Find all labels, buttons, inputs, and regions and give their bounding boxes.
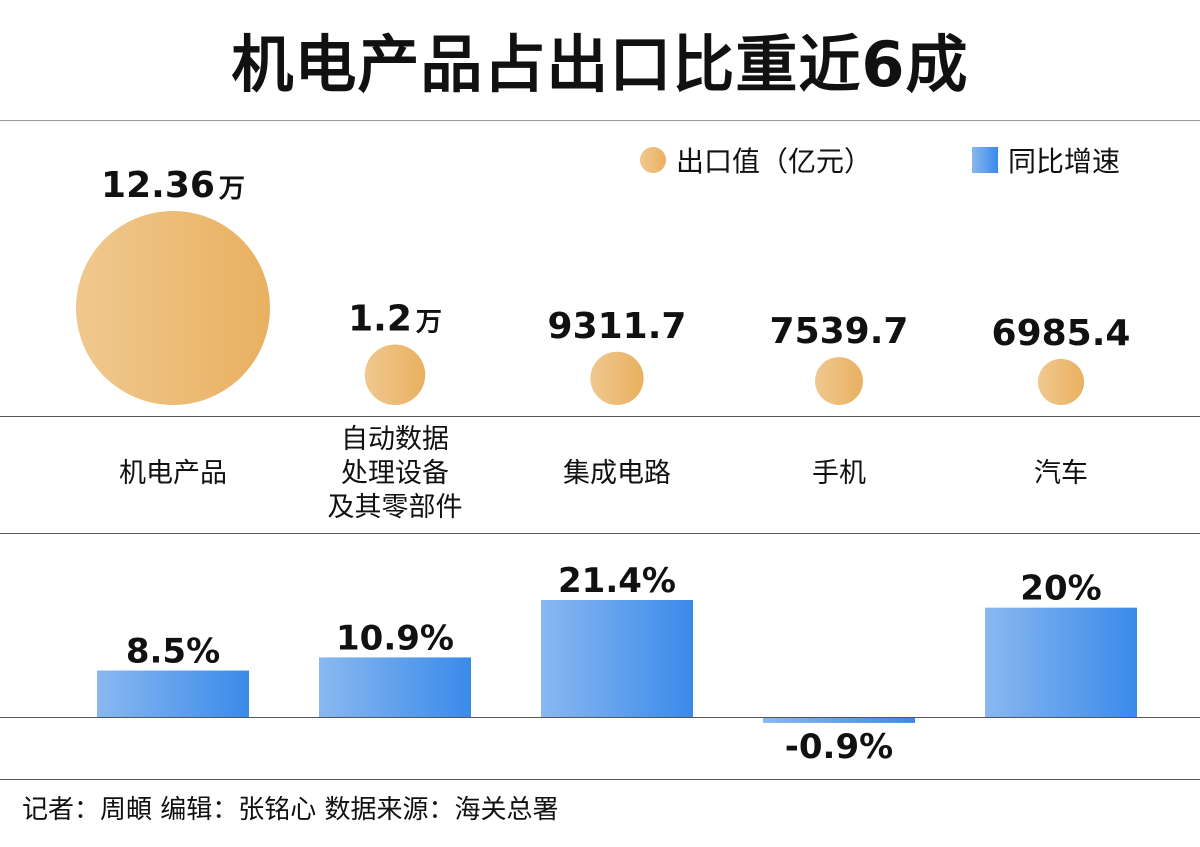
category-label-line: 自动数据 xyxy=(341,424,449,455)
category-label-line: 机电产品 xyxy=(119,458,227,489)
export-value-bubble xyxy=(76,211,270,405)
legend-export-value: 出口值（亿元） xyxy=(640,140,872,180)
bubble-value-label: 12.36 万 xyxy=(101,165,245,206)
category-label-line: 及其零部件 xyxy=(327,492,463,523)
export-value-bubble xyxy=(1037,358,1085,405)
bar-value-label: 8.5% xyxy=(126,632,220,672)
category-label: 自动数据 处理设备 及其零部件 xyxy=(284,423,506,525)
bubble-value-label: 7539.7 xyxy=(770,311,909,352)
bar-value-label: -0.9% xyxy=(785,727,893,767)
export-value-bubble xyxy=(364,344,426,405)
category-label-line: 手机 xyxy=(812,458,866,489)
growth-bar xyxy=(319,657,471,717)
legend-growth: 同比增速 xyxy=(972,140,1120,180)
bubble-value-label: 6985.4 xyxy=(992,313,1131,354)
credits-footer: 记者：周頔 编辑：张铭心 数据来源：海关总署 xyxy=(22,795,559,825)
export-value-bubble xyxy=(815,357,863,405)
circle-legend-icon xyxy=(640,147,666,173)
bar-zero-line xyxy=(0,717,1200,718)
category-label: 手机 xyxy=(728,457,950,491)
category-divider xyxy=(0,533,1200,534)
growth-bar xyxy=(541,600,693,717)
bubble-value-label: 9311.7 xyxy=(548,306,687,347)
category-label-line: 集成电路 xyxy=(563,458,671,489)
growth-bar xyxy=(763,718,915,723)
bubble-baseline xyxy=(0,416,1200,417)
category-label-line: 处理设备 xyxy=(341,458,449,489)
export-value-bubble xyxy=(590,351,644,405)
bar-value-label: 20% xyxy=(1020,569,1101,609)
growth-bar xyxy=(97,670,249,717)
bubble-value-label: 1.2 万 xyxy=(348,299,442,340)
category-label-line: 汽车 xyxy=(1034,458,1088,489)
legend-label: 出口值（亿元） xyxy=(676,145,873,178)
square-legend-icon xyxy=(972,147,998,173)
category-label: 机电产品 xyxy=(62,457,284,491)
footer-divider xyxy=(0,779,1200,780)
legend-label: 同比增速 xyxy=(1008,145,1121,178)
category-label: 集成电路 xyxy=(506,457,728,491)
growth-bar xyxy=(985,607,1137,717)
category-label: 汽车 xyxy=(950,457,1172,491)
bar-value-label: 21.4% xyxy=(558,561,676,601)
chart-title: 机电产品占出口比重近6成 xyxy=(231,28,969,101)
title-divider xyxy=(0,120,1200,121)
bar-value-label: 10.9% xyxy=(336,618,454,658)
